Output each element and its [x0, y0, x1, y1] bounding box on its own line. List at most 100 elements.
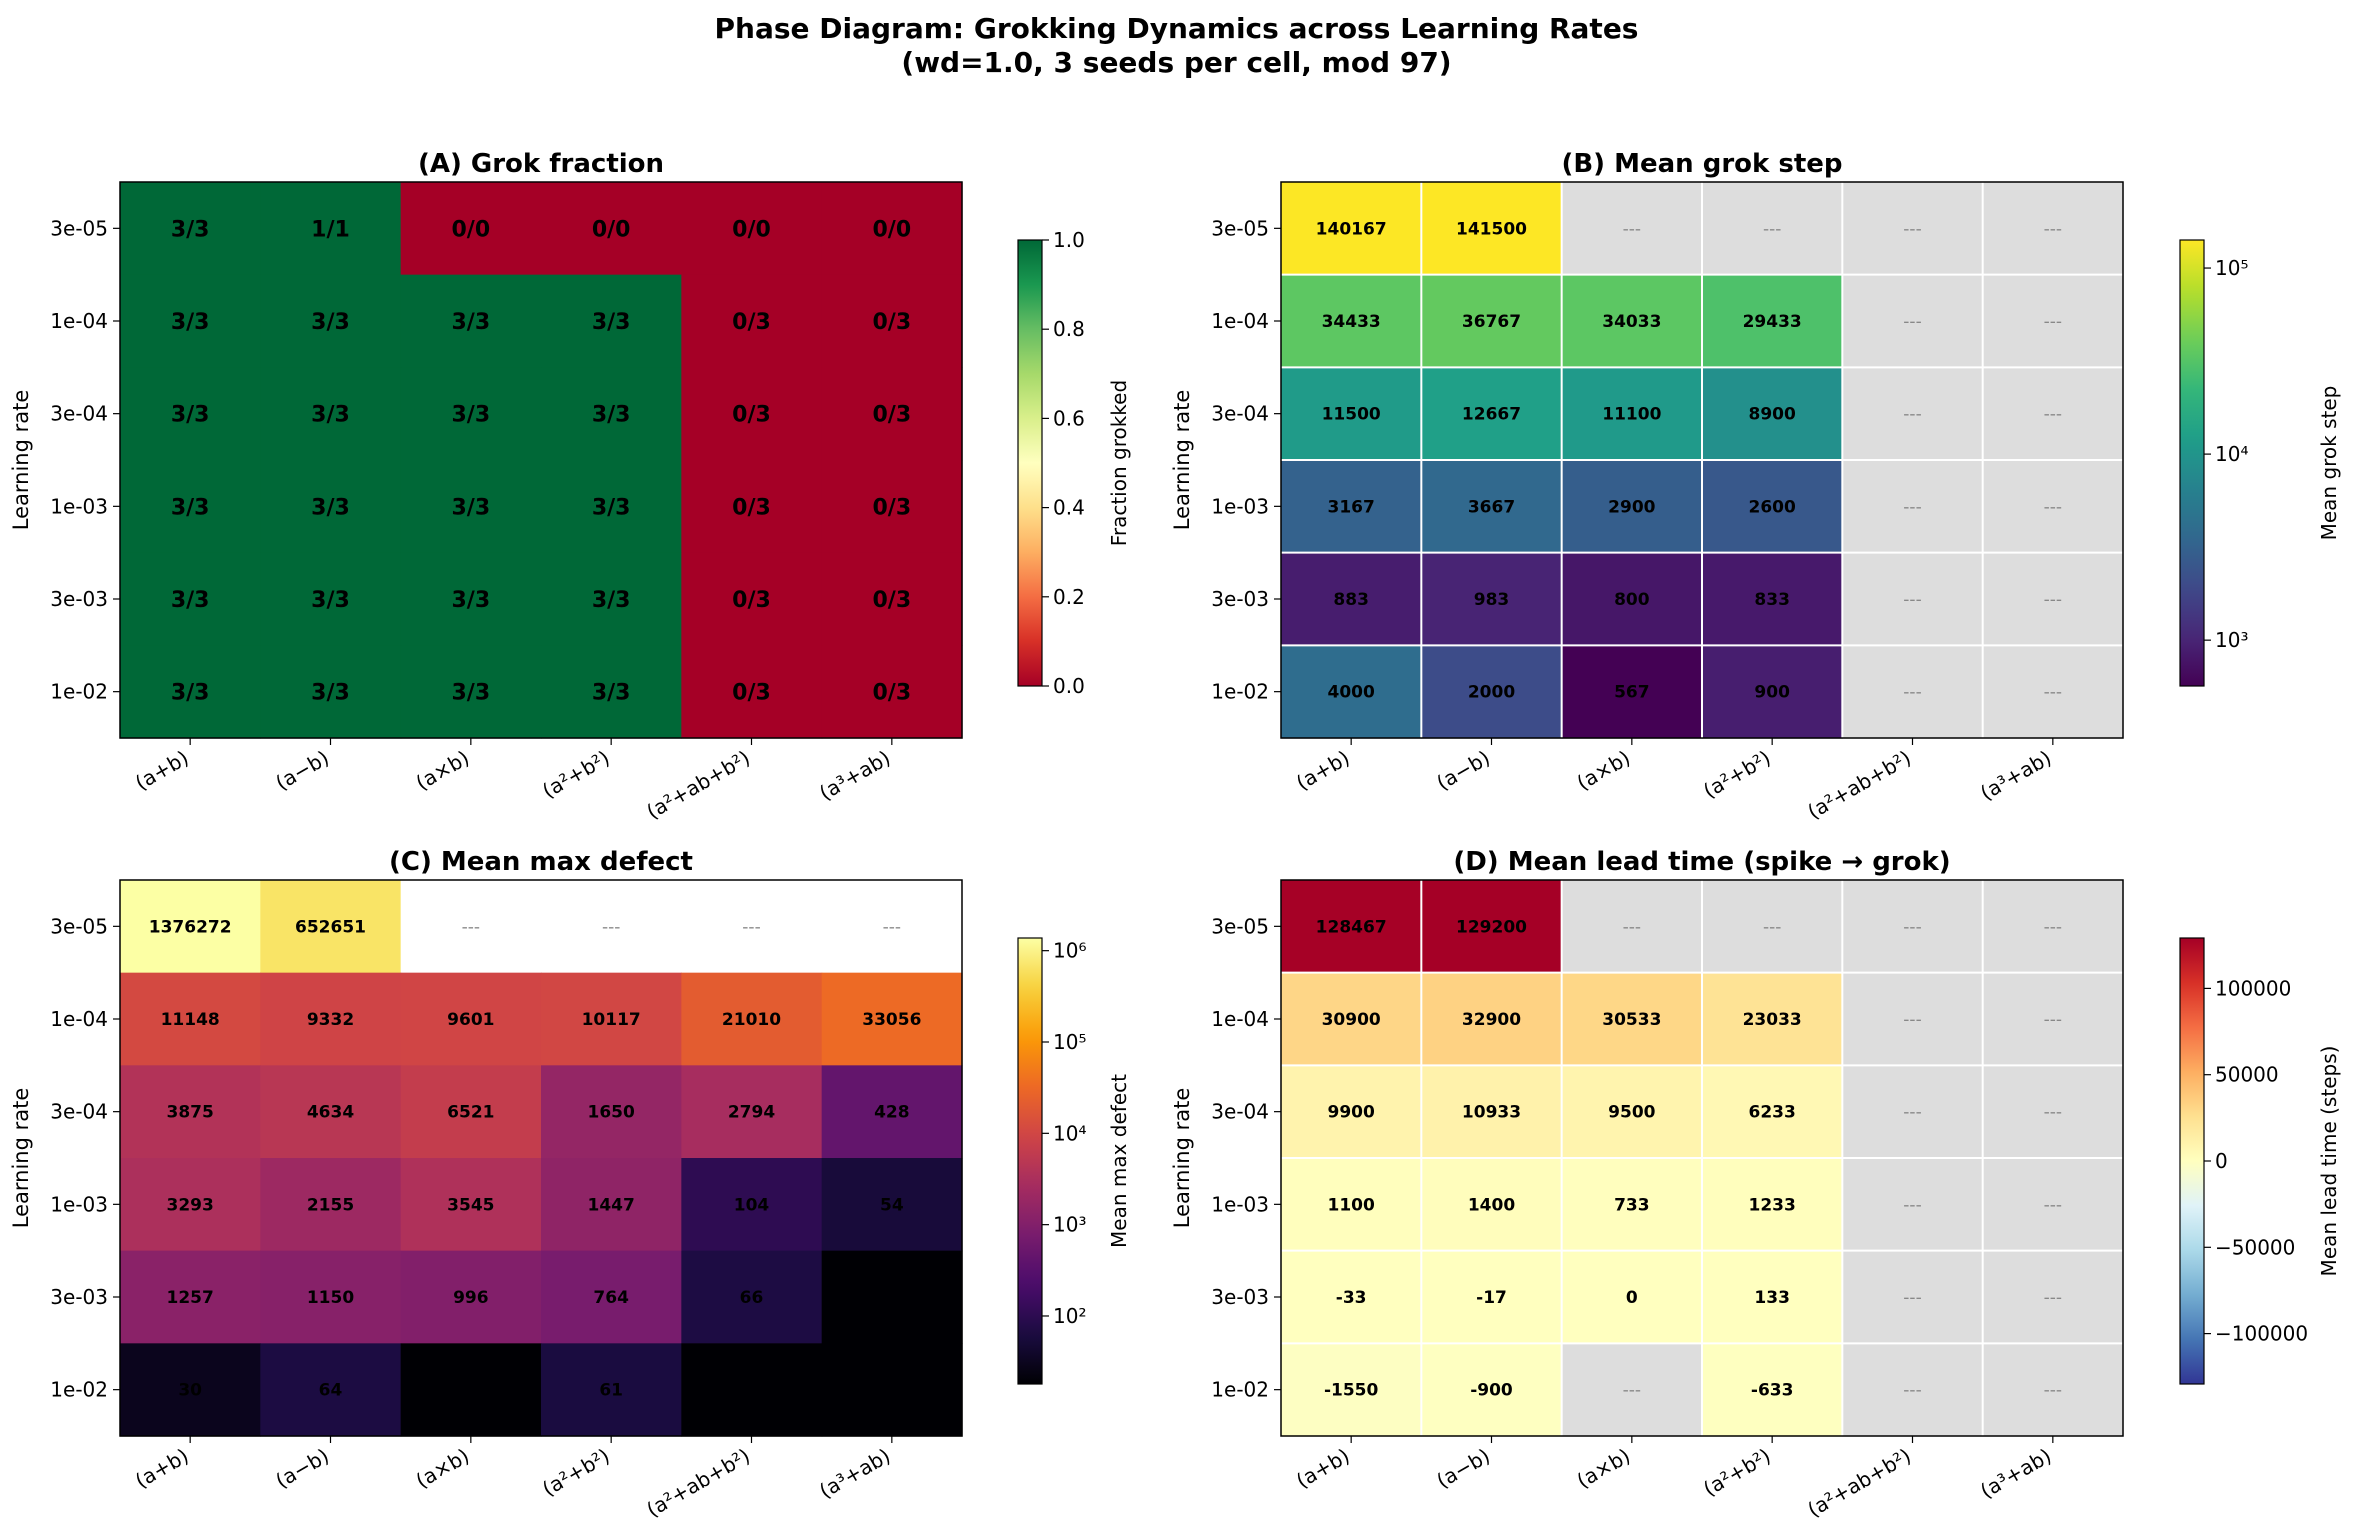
y-tick-label: 3e-04: [50, 1100, 108, 1124]
y-tick-label: 1e-04: [1211, 309, 1269, 333]
heatmap-cell: [821, 460, 963, 554]
x-tick-label: (a+b): [1292, 746, 1354, 795]
cell-label: 883: [1333, 590, 1369, 610]
heatmap-cell: [260, 1065, 402, 1159]
heatmap-cell: [1421, 460, 1563, 554]
heatmap-cell: [120, 460, 261, 554]
cell-label: 30: [178, 1381, 202, 1401]
heatmap-cell: [1421, 880, 1563, 974]
colorbar: [1017, 937, 1043, 1385]
colorbar-tick-label: 10³: [2215, 628, 2248, 652]
cell-label: 0/0: [873, 217, 912, 242]
y-axis-label: Learning rate: [1170, 390, 1194, 531]
heatmap-cell: [541, 460, 682, 554]
cell-label: 2155: [307, 1195, 354, 1215]
heatmap-cell: [1561, 274, 1703, 368]
heatmap-cell: [1982, 1250, 2124, 1344]
heatmap-cell: [1281, 1065, 1422, 1159]
heatmap-cell: [541, 1065, 682, 1159]
heatmap-cell: [1561, 460, 1703, 554]
cell-label: ---: [2044, 590, 2062, 610]
colorbar-tick-label: 0.0: [1053, 674, 1085, 698]
heatmap-cell: [1982, 552, 2124, 646]
cell-label: 1233: [1749, 1195, 1796, 1215]
heatmap-cell: [1702, 1343, 1843, 1437]
cell-label: ---: [2044, 312, 2062, 332]
y-tick-label: 1e-04: [50, 309, 108, 333]
heatmap-cell: [400, 645, 542, 739]
cell-label: 3/3: [452, 588, 491, 613]
cell-label: 3/3: [592, 495, 631, 520]
x-tick-label: (a²+ab+b²): [642, 1444, 754, 1522]
colorbar-tick-label: 10²: [1053, 1304, 1086, 1328]
heatmap-cell: [1702, 972, 1843, 1066]
colorbar: [2179, 239, 2205, 687]
panel-2: (B) Mean grok step 140167 141500 --- --- --- -…: [1170, 149, 2341, 824]
colorbar: [1017, 239, 1043, 687]
heatmap-cell: [1561, 182, 1703, 276]
heatmap-cell: [400, 1158, 542, 1252]
x-tick-label: (a³+ab): [815, 746, 894, 806]
cell-label: ---: [2044, 405, 2062, 425]
y-tick-label: 3e-05: [50, 914, 108, 938]
cell-label: 3/3: [592, 403, 631, 428]
cell-label: ---: [2044, 683, 2062, 703]
colorbar-tick-label: 10⁶: [1053, 939, 1086, 963]
cell-label: 3/3: [171, 495, 210, 520]
heatmap-cell: [541, 552, 682, 646]
y-tick-label: 3e-03: [50, 587, 108, 611]
heatmap-cell: [260, 552, 402, 646]
heatmap-cell: [1842, 1065, 1984, 1159]
cell-label: ---: [1903, 1103, 1921, 1123]
cell-label: -17: [1476, 1288, 1507, 1308]
cell-label: 800: [1614, 590, 1650, 610]
colorbar-tick-label: 50000: [2215, 1063, 2279, 1087]
y-tick-label: 1e-04: [1211, 1007, 1269, 1031]
y-tick-label: 3e-03: [50, 1285, 108, 1309]
y-tick-label: 1e-02: [1211, 680, 1269, 704]
cell-label: 61: [599, 1381, 623, 1401]
heatmap-cell: [1281, 552, 1422, 646]
heatmap-cell: [541, 274, 682, 368]
cell-label: 3/3: [592, 588, 631, 613]
colorbar-label: Mean lead time (steps): [2317, 1046, 2341, 1277]
cell-label: 133: [1754, 1288, 1790, 1308]
cell-label: 33056: [862, 1010, 921, 1030]
heatmap-cell: [260, 1250, 402, 1344]
cell-label: 3/3: [171, 403, 210, 428]
colorbar-tick-label: 10⁴: [1053, 1121, 1086, 1145]
heatmap-cell: [1421, 1065, 1563, 1159]
heatmap-cell: [120, 552, 261, 646]
heatmap-cell: [541, 972, 682, 1066]
heatmap-cell: [400, 880, 542, 974]
cell-label: 32900: [1462, 1010, 1521, 1030]
cell-label: 1376272: [149, 917, 232, 937]
heatmap-cell: [400, 460, 542, 554]
cell-label: 66: [740, 1288, 764, 1308]
heatmap-cell: [260, 182, 402, 276]
heatmap-cell: [1842, 972, 1984, 1066]
heatmap-cell: [1842, 274, 1984, 368]
cell-label: ---: [1903, 497, 1921, 517]
y-tick-label: 1e-03: [50, 1192, 108, 1216]
heatmap-cell: [1982, 182, 2124, 276]
cell-label: 10933: [1462, 1103, 1521, 1123]
heatmap-cell: [400, 552, 542, 646]
cell-label: 6521: [447, 1103, 494, 1123]
y-tick-label: 1e-02: [50, 680, 108, 704]
x-tick-label: (a×b): [412, 746, 474, 795]
heatmap-cell: [681, 182, 823, 276]
cell-label: 3/3: [592, 681, 631, 706]
colorbar-tick-label: 0.2: [1053, 585, 1085, 609]
heatmap-cell: [681, 1158, 823, 1252]
cell-label: ---: [2044, 917, 2062, 937]
cell-label: 128467: [1316, 917, 1387, 937]
heatmap-cell: [821, 274, 963, 368]
heatmap-cell: [400, 1250, 542, 1344]
heatmap-cell: [400, 972, 542, 1066]
heatmap-cell: [821, 552, 963, 646]
heatmap-cell: [1561, 552, 1703, 646]
cell-label: 983: [1474, 590, 1510, 610]
heatmap-cell: [1982, 1343, 2124, 1437]
heatmap-cell: [681, 1250, 823, 1344]
